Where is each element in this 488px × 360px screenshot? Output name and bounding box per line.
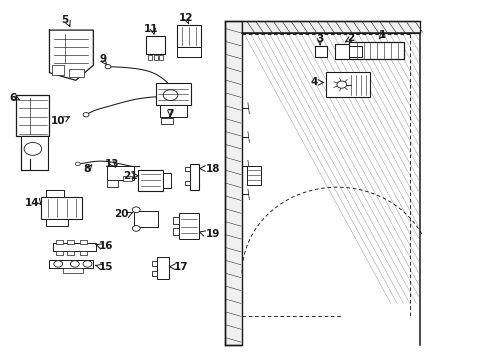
Text: 1: 1 [378, 30, 385, 40]
Text: 19: 19 [205, 229, 220, 239]
Bar [80, 251, 87, 255]
Text: 8: 8 [84, 163, 91, 174]
Bar [162, 173, 171, 188]
Text: 14: 14 [25, 198, 40, 208]
Bar [158, 55, 162, 60]
Circle shape [336, 81, 346, 88]
Text: 6: 6 [10, 93, 17, 103]
Text: 3: 3 [315, 35, 323, 44]
Bar [107, 166, 134, 180]
Text: 12: 12 [179, 13, 193, 23]
Bar [184, 167, 189, 171]
Bar [123, 176, 132, 181]
Circle shape [132, 226, 140, 231]
Text: 20: 20 [114, 210, 128, 220]
Circle shape [54, 261, 62, 267]
Text: 5: 5 [61, 15, 68, 25]
Circle shape [75, 162, 80, 166]
Bar [52, 65, 64, 75]
Bar [67, 251, 74, 255]
Bar [246, 166, 260, 185]
Bar [69, 69, 83, 77]
Bar [348, 46, 361, 57]
Text: 21: 21 [122, 171, 137, 181]
Bar [152, 261, 157, 266]
Circle shape [70, 261, 79, 267]
Bar [172, 217, 178, 224]
Bar [154, 55, 158, 60]
Bar [56, 240, 62, 244]
Bar [45, 220, 68, 226]
Circle shape [83, 113, 89, 117]
Bar [177, 46, 200, 57]
Circle shape [83, 261, 92, 267]
Circle shape [163, 90, 178, 100]
Bar [63, 267, 82, 273]
Bar [242, 22, 419, 33]
Bar [45, 190, 64, 197]
Bar [21, 136, 48, 170]
Bar [152, 271, 157, 276]
Bar [348, 42, 403, 59]
Bar [224, 22, 242, 345]
Text: 15: 15 [99, 262, 113, 272]
Text: 10: 10 [51, 116, 65, 126]
Bar [326, 72, 369, 97]
Bar [177, 25, 200, 46]
Bar [156, 83, 190, 105]
Bar [134, 211, 158, 227]
Text: 11: 11 [143, 24, 158, 34]
Bar [189, 164, 198, 190]
Bar [41, 197, 82, 220]
Bar [334, 44, 348, 59]
Circle shape [132, 207, 140, 213]
Bar [80, 240, 87, 244]
Text: 2: 2 [346, 33, 354, 43]
Text: 18: 18 [205, 163, 220, 174]
Bar [138, 170, 162, 192]
Bar [107, 180, 118, 187]
Bar [53, 243, 96, 251]
Bar [184, 181, 189, 185]
Bar [67, 240, 74, 244]
Bar [340, 44, 348, 56]
Bar [315, 45, 327, 57]
Bar [56, 251, 62, 255]
Bar [49, 260, 93, 267]
Text: 17: 17 [174, 262, 188, 272]
Circle shape [105, 64, 111, 69]
Bar [16, 95, 49, 136]
Bar [178, 213, 199, 239]
Bar [148, 55, 152, 60]
Bar [160, 118, 172, 125]
Text: 16: 16 [99, 241, 113, 251]
Text: 4: 4 [309, 77, 317, 87]
Text: 9: 9 [99, 54, 106, 64]
Bar [159, 105, 186, 117]
Circle shape [24, 143, 41, 155]
Text: 7: 7 [166, 109, 174, 119]
Text: 13: 13 [104, 159, 119, 169]
Bar [172, 228, 178, 234]
Bar [146, 36, 164, 54]
Bar [157, 257, 169, 279]
